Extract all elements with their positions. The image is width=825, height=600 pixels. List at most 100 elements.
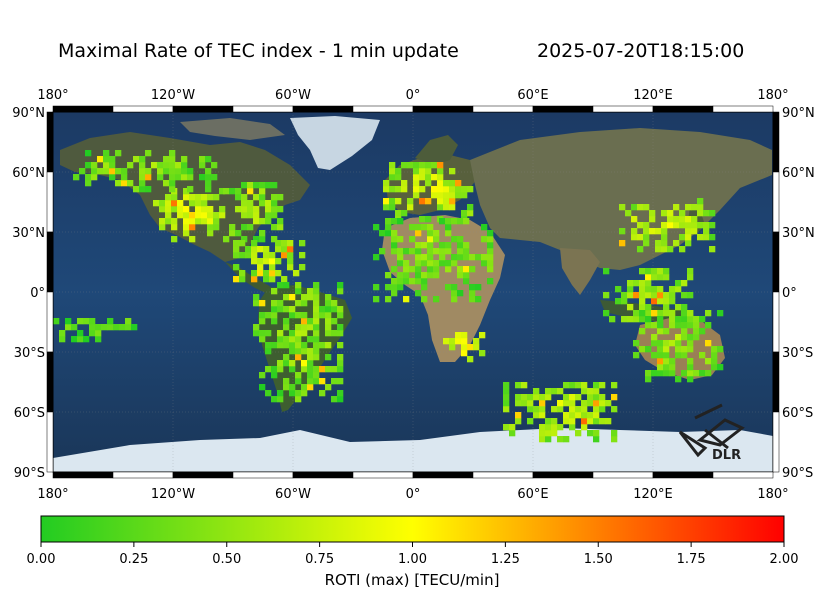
roti-cell xyxy=(533,406,540,413)
roti-cell xyxy=(259,230,266,237)
roti-cells xyxy=(53,150,724,443)
roti-cell xyxy=(293,270,300,277)
roti-cell xyxy=(205,156,212,163)
roti-cell xyxy=(269,258,276,265)
roti-cell xyxy=(325,384,332,391)
roti-cell xyxy=(263,246,270,253)
roti-cell xyxy=(639,310,646,317)
frame-segment xyxy=(412,105,474,113)
roti-cell xyxy=(257,270,264,277)
roti-cell xyxy=(331,300,338,307)
roti-cell xyxy=(79,168,86,175)
roti-cell xyxy=(301,342,308,349)
roti-cell xyxy=(475,296,482,303)
roti-cell xyxy=(705,370,712,377)
roti-cell xyxy=(295,300,302,307)
roti-cell xyxy=(437,204,444,211)
roti-cell xyxy=(85,180,92,187)
roti-cell xyxy=(663,358,670,365)
roti-cell xyxy=(631,204,638,211)
roti-cell xyxy=(487,230,494,237)
roti-cell xyxy=(461,338,468,345)
roti-cell xyxy=(407,162,414,169)
roti-cell xyxy=(663,370,670,377)
roti-cell xyxy=(709,222,716,229)
roti-cell xyxy=(675,376,682,383)
roti-cell xyxy=(271,306,278,313)
roti-cell xyxy=(687,310,694,317)
roti-cell xyxy=(163,162,170,169)
roti-cell xyxy=(85,150,92,157)
roti-cell xyxy=(685,240,692,247)
roti-cell xyxy=(319,306,326,313)
roti-cell xyxy=(439,254,446,261)
roti-cell xyxy=(85,162,92,169)
roti-cell xyxy=(449,186,456,193)
roti-cell xyxy=(283,306,290,313)
roti-cell xyxy=(457,272,464,279)
roti-cell xyxy=(295,348,302,355)
roti-cell xyxy=(169,156,176,163)
roti-cell xyxy=(639,298,646,305)
roti-cell xyxy=(649,216,656,223)
roti-cell xyxy=(229,224,236,231)
roti-cell xyxy=(415,266,422,273)
roti-cell xyxy=(457,266,464,273)
roti-cell xyxy=(663,310,670,317)
roti-cell xyxy=(331,396,338,403)
roti-cell xyxy=(409,236,416,243)
roti-cell xyxy=(301,312,308,319)
lon-tick-bottom: 180° xyxy=(757,487,788,502)
roti-cell xyxy=(455,332,462,339)
roti-cell xyxy=(651,298,658,305)
roti-cell xyxy=(421,260,428,267)
roti-cell xyxy=(467,356,474,363)
roti-cell xyxy=(581,406,588,413)
roti-cell xyxy=(481,260,488,267)
roti-cell xyxy=(195,218,202,225)
roti-cell xyxy=(557,436,564,443)
roti-cell xyxy=(503,394,510,401)
roti-cell xyxy=(673,240,680,247)
roti-cell xyxy=(675,334,682,341)
roti-cell xyxy=(581,400,588,407)
roti-cell xyxy=(563,382,570,389)
roti-cell xyxy=(421,284,428,291)
roti-cell xyxy=(389,162,396,169)
roti-cell xyxy=(569,394,576,401)
roti-cell xyxy=(433,266,440,273)
roti-cell xyxy=(133,156,140,163)
roti-cell xyxy=(263,258,270,265)
roti-cell xyxy=(415,272,422,279)
roti-cell xyxy=(277,342,284,349)
roti-cell xyxy=(109,156,116,163)
roti-cell xyxy=(657,292,664,299)
roti-cell xyxy=(235,206,242,213)
roti-cell xyxy=(691,222,698,229)
roti-cell xyxy=(427,230,434,237)
roti-cell xyxy=(443,198,450,205)
roti-cell xyxy=(445,218,452,225)
roti-cell xyxy=(557,424,564,431)
roti-cell xyxy=(83,318,90,325)
roti-cell xyxy=(295,312,302,319)
roti-cell xyxy=(615,298,622,305)
roti-cell xyxy=(415,224,422,231)
roti-cell xyxy=(645,304,652,311)
roti-cell xyxy=(431,174,438,181)
roti-cell xyxy=(425,180,432,187)
roti-cell xyxy=(569,400,576,407)
roti-cell xyxy=(205,174,212,181)
roti-cell xyxy=(163,168,170,175)
roti-cell xyxy=(391,266,398,273)
roti-cell xyxy=(661,228,668,235)
roti-cell xyxy=(685,216,692,223)
roti-cell xyxy=(283,360,290,367)
roti-cell xyxy=(643,240,650,247)
roti-cell xyxy=(195,206,202,213)
roti-cell xyxy=(337,396,344,403)
roti-cell xyxy=(469,266,476,273)
roti-cell xyxy=(395,186,402,193)
roti-cell xyxy=(545,430,552,437)
roti-cell xyxy=(681,322,688,329)
